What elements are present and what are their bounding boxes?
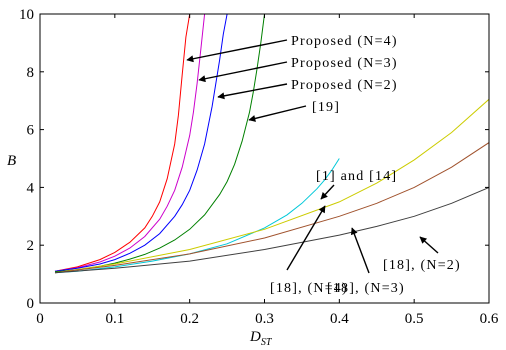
annotation-label-19: [19]: [312, 100, 340, 115]
annotation-layer: Proposed (N=4) Proposed (N=3) Proposed (N=…: [186, 34, 461, 296]
x-axis-label: DST: [249, 329, 273, 348]
annotation-label-18-n-2: [18], (N=2): [383, 258, 461, 273]
annotation-arrow-proposed-n-2: [217, 83, 288, 100]
annotation-arrow-1-and-14: [320, 184, 335, 200]
x-axis-label-main: D: [249, 329, 261, 345]
x-tick-label: 0.4: [330, 311, 349, 327]
x-tick-label: 0.3: [255, 311, 274, 327]
y-tick-label: 2: [27, 238, 35, 254]
annotation-arrow-proposed-n-3: [198, 61, 288, 83]
ticks-layer: [39, 13, 490, 304]
series-line-proposed-n-2: [54, 14, 228, 272]
y-tick-label: 4: [27, 180, 35, 196]
annotation-arrow-proposed-n-4: [186, 39, 288, 63]
series-line-proposed-n-4: [54, 14, 191, 272]
annotation-arrow-18-n-4: [286, 205, 326, 271]
y-tick-label: 0: [27, 296, 35, 312]
tick-labels: 0 0.1 0.2 0.3 0.4 0.5 0.6 0 2 4 6 8 10: [19, 7, 499, 327]
y-tick-label: 8: [27, 65, 35, 81]
series-line-18-n-4: [54, 98, 489, 274]
series-line-1-and-14: [54, 158, 340, 274]
series-line-proposed-n-3: [54, 14, 206, 272]
annotation-label-18-n-4: [18], (N=4): [270, 281, 348, 296]
annotation-arrow-18-n-3: [350, 227, 370, 274]
x-tick-label: 0.2: [180, 311, 199, 327]
annotation-label-1-and-14: [1] and [14]: [316, 169, 397, 184]
series-line-18-n-2: [54, 186, 489, 274]
y-tick-label: 6: [27, 123, 35, 139]
series-line-18-n-3: [54, 142, 489, 274]
x-tick-label: 0.5: [405, 311, 424, 327]
x-tick-label: 0.1: [105, 311, 124, 327]
annotation-label-proposed-n-2: Proposed (N=2): [291, 78, 398, 93]
x-tick-label: 0.6: [480, 311, 499, 327]
y-tick-label: 10: [19, 7, 34, 23]
series-layer: [54, 14, 489, 274]
x-tick-label: 0: [36, 311, 44, 327]
annotation-label-proposed-n-4: Proposed (N=4): [291, 34, 398, 49]
annotation-label-proposed-n-3: Proposed (N=3): [291, 56, 398, 71]
x-axis-label-subscript: ST: [261, 337, 273, 348]
series-line-19: [54, 14, 265, 273]
y-axis-label: B: [7, 153, 16, 169]
annotation-arrow-18-n-2: [419, 236, 439, 254]
annotation-arrow-19: [248, 105, 307, 122]
annotation-label-18-n-3: [18], (N=3): [327, 281, 405, 296]
